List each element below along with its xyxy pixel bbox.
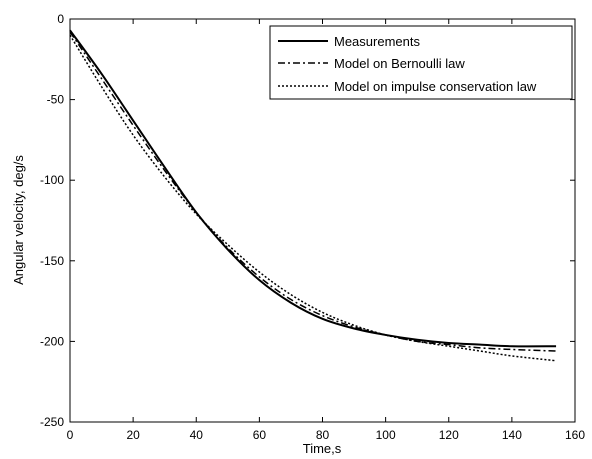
series-bernoulli	[69, 31, 557, 352]
y-tick-label: -200	[40, 334, 64, 348]
legend-box	[269, 25, 573, 100]
x-axis-label: Time,s	[303, 441, 342, 456]
y-axis-label: Angular velocity, deg/s	[11, 155, 26, 285]
series-lines	[69, 29, 557, 362]
series-measurements	[69, 29, 557, 348]
y-tick-label: 0	[57, 12, 64, 26]
legend-label-bernoulli: Model on Bernoulli law	[334, 56, 465, 71]
x-tick-label: 140	[502, 428, 522, 442]
y-tick-label: -150	[40, 254, 64, 268]
y-tick-label: -100	[40, 173, 64, 187]
x-tick-label: 160	[565, 428, 585, 442]
tick-marks	[69, 18, 576, 423]
x-tick-label: 80	[316, 428, 330, 442]
y-tick-label: -250	[40, 415, 64, 429]
x-tick-label: 60	[253, 428, 267, 442]
legend: Measurements Model on Bernoulli law Mode…	[269, 25, 573, 100]
x-tick-label: 100	[376, 428, 396, 442]
legend-label-measurements: Measurements	[334, 34, 420, 49]
x-tick-label: 120	[439, 428, 459, 442]
tick-labels: 0 20 40 60 80 100 120 140 160 0 -50 -100 -150 -200 -25…	[40, 12, 585, 442]
x-tick-label: 20	[126, 428, 140, 442]
y-tick-label: -50	[47, 93, 65, 107]
x-tick-label: 40	[190, 428, 204, 442]
series-impulse	[69, 34, 557, 362]
legend-label-impulse: Model on impulse conservation law	[334, 79, 537, 94]
x-tick-label: 0	[67, 428, 74, 442]
